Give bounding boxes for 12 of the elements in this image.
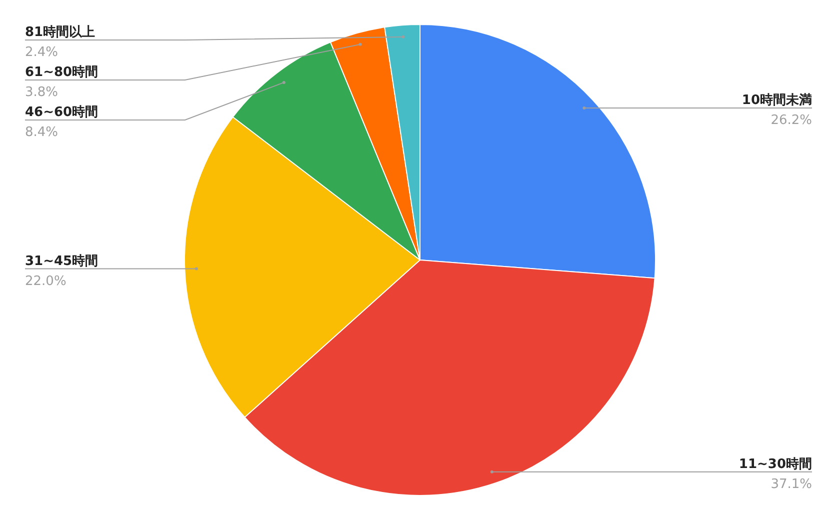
slice-label: 46~60時間: [25, 105, 98, 120]
slice-label: 61~80時間: [25, 65, 98, 80]
data-label: 37.1%: [770, 476, 812, 492]
slice-label: 10時間未満: [742, 93, 812, 108]
data-label: 2.4%: [25, 45, 58, 60]
slice-label: 11~30時間: [738, 456, 812, 472]
data-label: 3.8%: [25, 85, 58, 100]
data-label: 8.4%: [25, 125, 58, 140]
slice-label: 31~45時間: [25, 254, 98, 269]
data-label: 22.0%: [25, 274, 66, 289]
data-label: 26.2%: [770, 113, 812, 128]
slice-label: 81時間以上: [25, 25, 96, 40]
